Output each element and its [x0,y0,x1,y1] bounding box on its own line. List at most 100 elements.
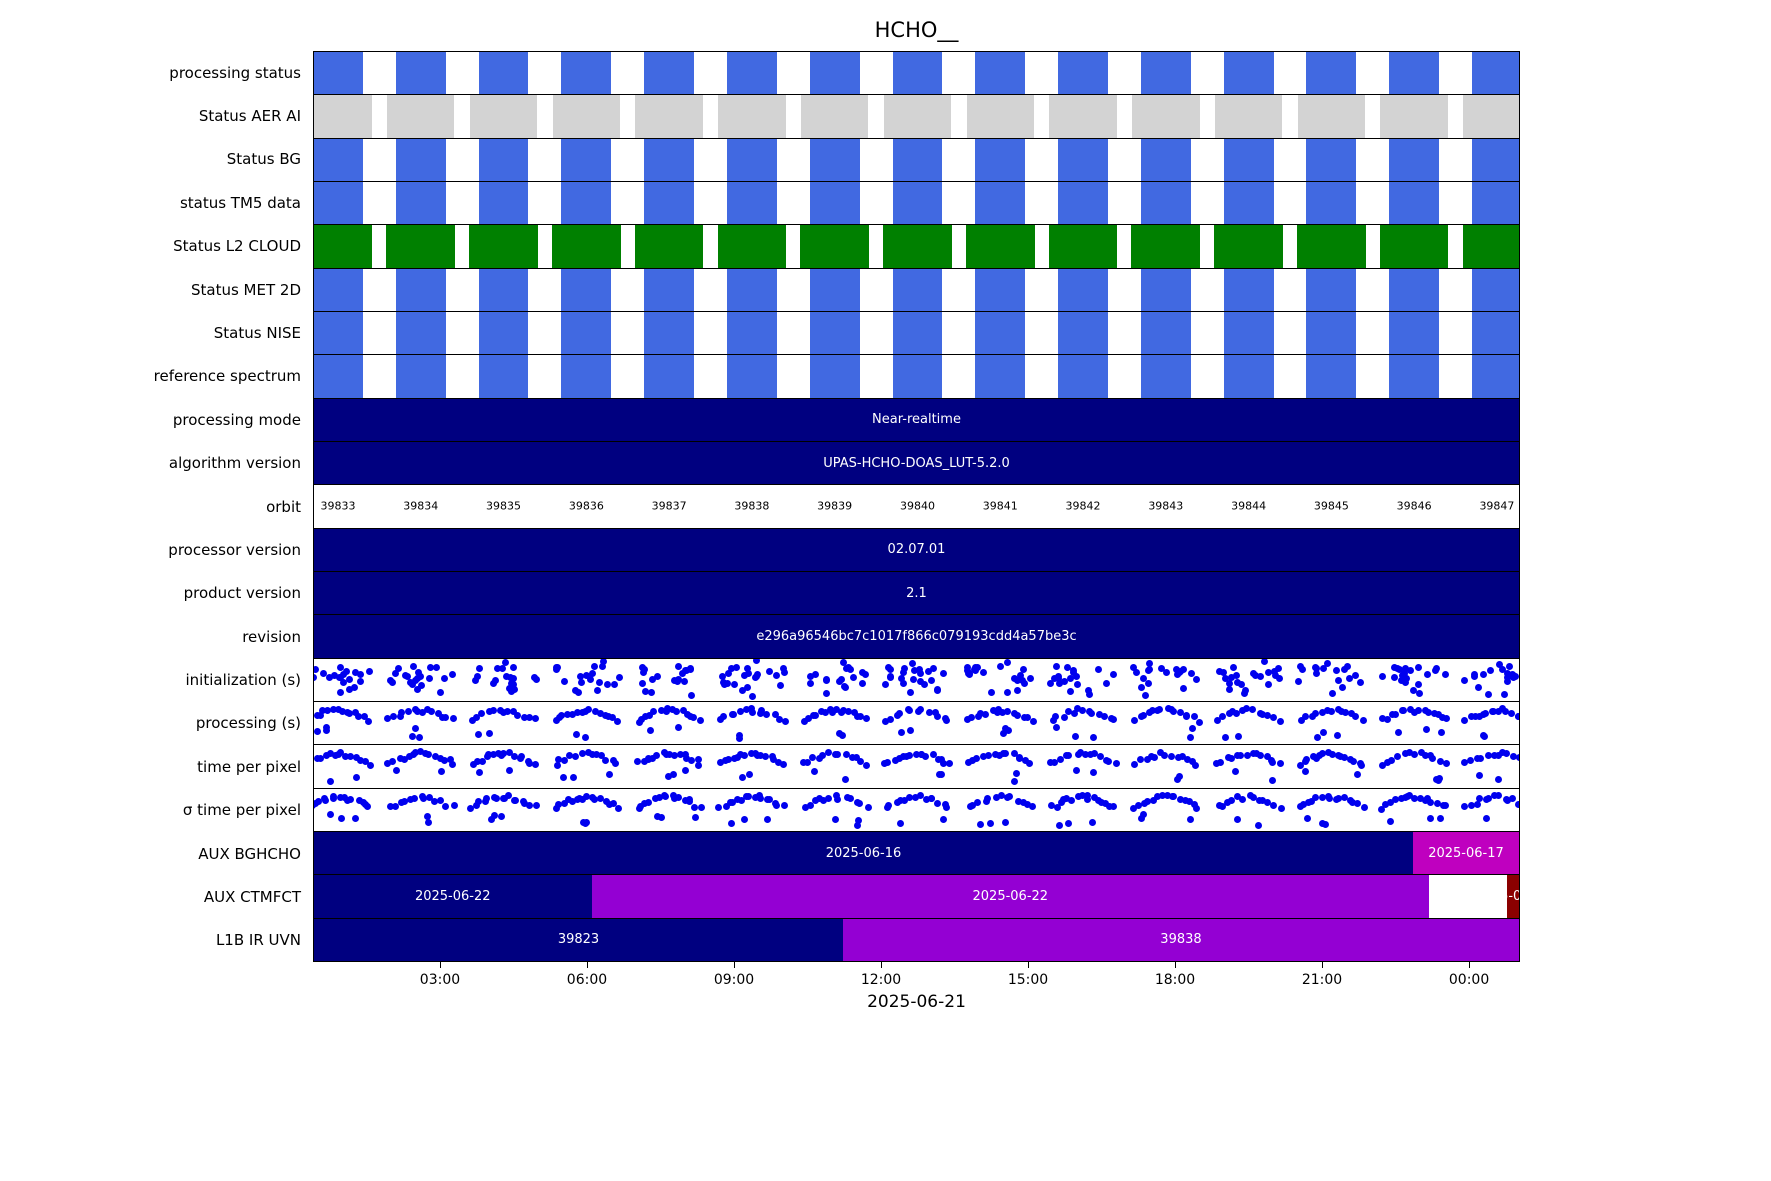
status-block [1472,181,1519,225]
scatter-dot [1056,756,1064,763]
status-block [635,95,703,138]
bar-segment: 2.1 [314,571,1519,615]
scatter-dot [765,796,773,804]
bar-segment-label: 2025-06-16 [825,845,902,861]
scatter-dot [1253,749,1261,757]
scatter-dot [1217,758,1225,766]
scatter-dot [1410,750,1418,758]
scatter-dot [1503,678,1511,686]
scatter-dot [1392,710,1399,718]
x-tick-label: 09:00 [713,972,755,988]
scatter-dot [729,798,737,806]
scatter-dot [574,708,582,716]
scatter-dot [329,705,337,713]
scatter-dot [934,756,942,764]
scatter-dot [1387,818,1394,826]
scatter-dot [968,801,976,809]
status-block [478,138,529,181]
status-block [478,355,529,398]
scatter-dot [1089,733,1097,741]
scatter-dot [899,752,907,760]
scatter-dot [1490,752,1498,760]
scatter-dot [432,664,440,672]
bar-segment: 2025-06-22 [314,875,592,918]
scatter-dot [441,713,449,721]
scatter-dot [491,677,499,685]
scatter-dot [334,705,342,713]
scatter-dot [833,706,841,714]
scatter-dot [885,663,893,671]
scatter-dot [698,803,706,811]
scatter-dot [1180,684,1188,692]
scatter-dot [1234,792,1242,800]
scatter-dot [1073,705,1081,713]
scatter-dot [345,675,353,683]
scatter-dot [1313,670,1321,678]
scatter-dot [863,714,871,722]
scatter-dot [499,664,507,672]
scatter-dot [532,802,540,810]
scatter-dot [1005,792,1013,800]
scatter-dot [1312,709,1320,717]
scatter-dot [1074,792,1082,800]
scatter-dot [510,752,518,760]
scatter-dot [572,752,580,760]
scatter-dot [423,813,431,821]
scatter-dot [489,680,497,688]
scatter-dot [473,713,481,721]
scatter-dot [986,820,994,828]
row-label-status-tm5-data: status TM5 data [179,193,301,212]
status-block [1131,225,1201,268]
scatter-dot [715,804,723,812]
scatter-dot [614,804,622,812]
scatter-dot [695,762,703,770]
scatter-dot [505,767,513,775]
scatter-dot [1013,712,1021,720]
scatter-dot [476,769,484,777]
scatter-dot [995,752,1003,760]
scatter-dot [1479,732,1487,740]
scatter-dot [987,689,995,696]
scatter-dot [1341,753,1349,761]
scatter-dot [933,713,941,721]
scatter-dot [1514,712,1519,720]
scatter-dot [1065,752,1073,760]
scatter-dot [331,671,339,679]
scatter-dot [1439,714,1447,722]
scatter-dot [989,707,997,715]
scatter-dot [520,800,528,808]
scatter-dot [342,667,350,675]
scatter-dot [1504,673,1512,681]
scatter-dot [1421,707,1429,715]
row-label-l1b-ir-uvn: L1B IR UVN [215,931,301,950]
scatter-dot [691,814,699,822]
scatter-dot [1168,752,1176,760]
scatter-dot [1226,685,1234,693]
scatter-dot [472,676,480,684]
bar-segment-label: 39823 [557,932,600,948]
scatter-dot [980,752,988,760]
scatter-dot [1024,714,1032,722]
scatter-dot [437,688,445,696]
scatter-dot [1506,662,1514,670]
scatter-dot [342,752,350,760]
scatter-dot [1269,758,1277,766]
scatter-dot [1429,754,1437,762]
scatter-dot [1105,803,1113,811]
status-block [1058,311,1108,355]
scatter-dot [763,710,771,718]
scatter-dot [1013,769,1021,777]
scatter-dot [1271,671,1279,679]
scatter-dot [337,688,345,696]
scatter-dot [922,753,930,761]
scatter-dot [593,686,601,694]
scatter-dot [532,715,540,723]
scatter-dot [886,716,894,723]
status-block [975,311,1026,355]
scatter-dot [317,755,325,763]
scatter-dot [497,813,505,821]
scatter-dot [779,761,787,769]
status-block [395,355,446,398]
scatter-dot [327,750,335,758]
scatter-dot [1508,795,1516,803]
